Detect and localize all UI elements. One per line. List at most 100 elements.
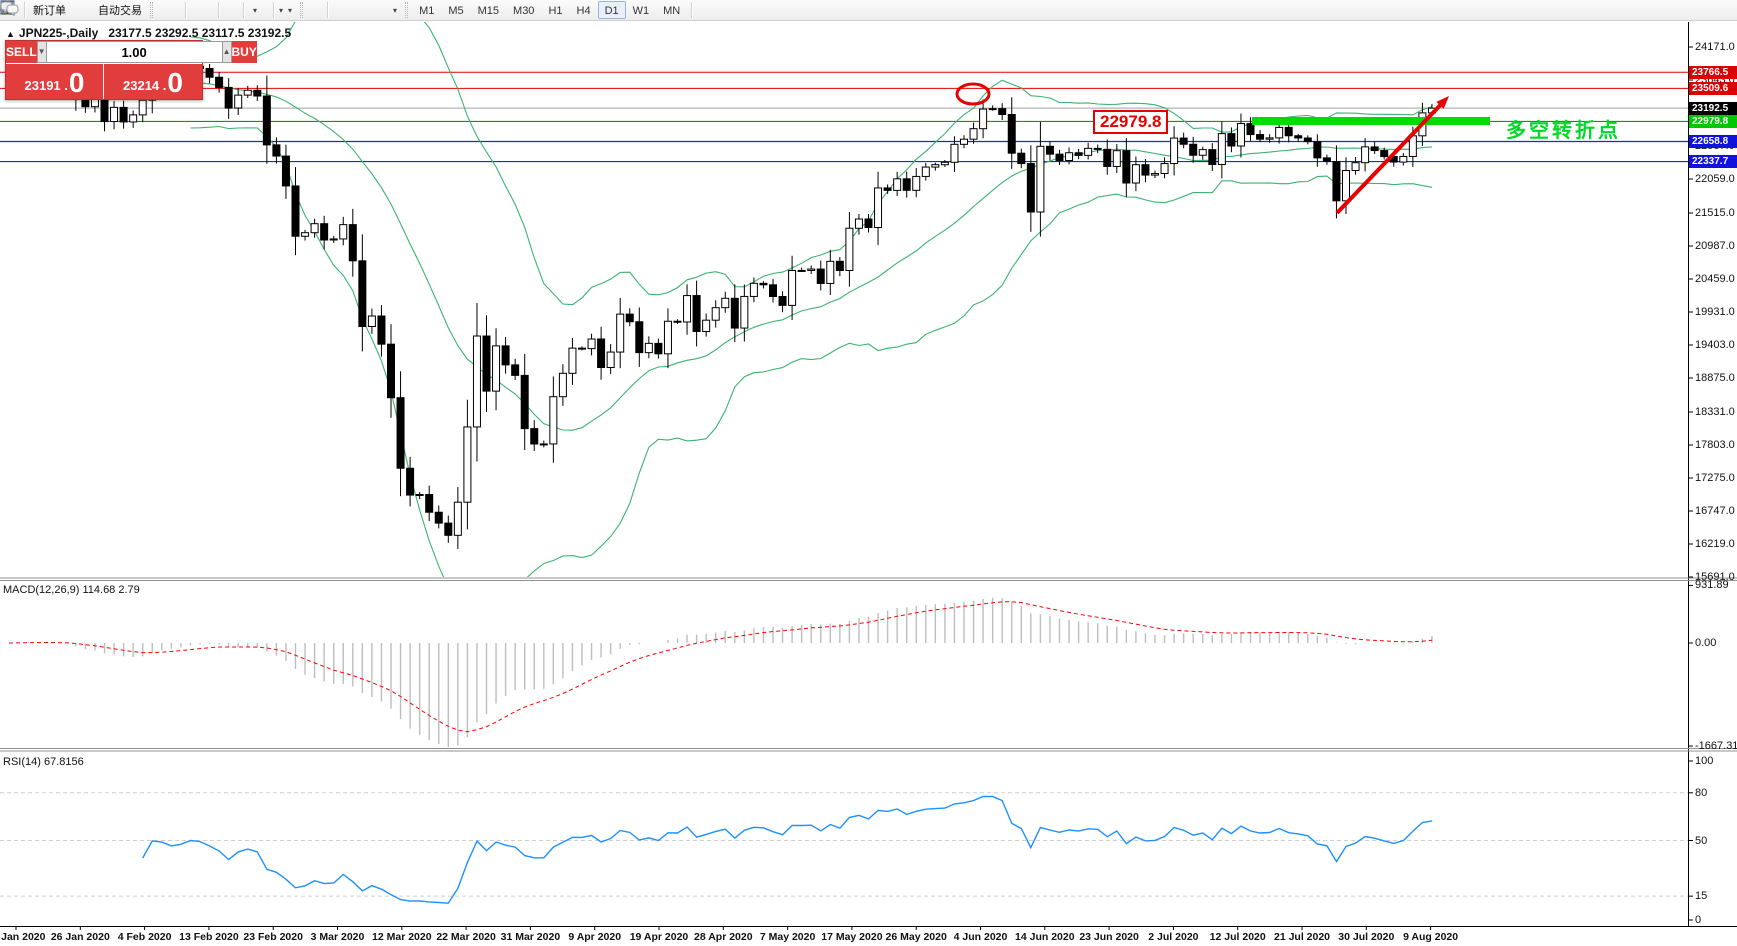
arrows-tool-button[interactable]: ▾ xyxy=(2,1,401,20)
symbol-period-label: JPN225-,Daily xyxy=(18,26,99,40)
rsi-label: RSI(14) 67.8156 xyxy=(3,756,84,768)
text-label-tool-button[interactable]: T xyxy=(0,1,388,20)
timeframe-button-h1[interactable]: H1 xyxy=(548,5,563,17)
time-tick-label: 3 Mar 2020 xyxy=(310,931,365,943)
line-chart-type-button[interactable] xyxy=(0,1,181,20)
annotation-red-ellipse[interactable] xyxy=(955,82,991,106)
candle-chart-type-button[interactable] xyxy=(1,0,173,20)
macd-signal-line xyxy=(8,601,1433,733)
price-badge: 23509.6 xyxy=(1689,81,1737,95)
templates-button[interactable]: ▾ xyxy=(0,1,296,20)
time-tick-label: 13 Feb 2020 xyxy=(179,931,239,943)
fibonacci-tool-button[interactable]: F xyxy=(0,1,372,20)
buy-button[interactable]: BUY xyxy=(231,41,257,63)
price-tick-label: 21515.0 xyxy=(1695,207,1735,219)
volume-input[interactable] xyxy=(46,41,222,63)
sell-price-display[interactable]: 23191 .0 xyxy=(6,64,104,99)
price-tick-label: 18875.0 xyxy=(1695,372,1735,384)
timeframe-button-w1[interactable]: W1 xyxy=(632,5,650,17)
periods-button[interactable] xyxy=(0,0,269,20)
volume-decrease-button[interactable]: ▼ xyxy=(36,41,47,63)
timeframe-button-m15[interactable]: M15 xyxy=(477,5,500,17)
price-tick-label: 16219.0 xyxy=(1695,538,1735,550)
trendline-tool-button[interactable] xyxy=(1,1,356,20)
collapse-arrow-icon[interactable]: ▲ xyxy=(6,29,15,39)
annotation-price-label[interactable]: 22979.8 xyxy=(1093,110,1169,134)
rsi-panel xyxy=(0,792,1688,904)
time-tick-label: 28 Apr 2020 xyxy=(694,931,753,943)
sell-price-big-digit: 0 xyxy=(68,67,85,98)
time-tick-label: 16 Jan 2020 xyxy=(0,931,46,943)
annotation-turning-point-text[interactable]: 多空转折点 xyxy=(1506,120,1621,142)
price-tick-label: 15691.0 xyxy=(1695,571,1735,583)
time-tick-label: 2 Jul 2020 xyxy=(1148,931,1199,943)
price-badge: 22979.8 xyxy=(1689,114,1737,128)
bollinger-middle-band xyxy=(190,81,1433,431)
autotrading-label: 自动交易 xyxy=(98,5,142,17)
time-tick-label: 9 Aug 2020 xyxy=(1403,931,1459,943)
time-tick-label: 21 Jul 2020 xyxy=(1273,931,1331,943)
rsi-scale-label: 15 xyxy=(1695,890,1708,903)
main-toolbar: 新订单 自动交易 xyxy=(0,0,1737,21)
time-tick-label: 4 Feb 2020 xyxy=(117,931,172,943)
sell-button[interactable]: SELL xyxy=(6,41,37,63)
time-tick-label: 22 Mar 2020 xyxy=(436,931,496,943)
zoom-out-button[interactable] xyxy=(1,1,206,20)
macd-scale-label: 931.89 xyxy=(1695,579,1729,592)
metaeditor-button[interactable] xyxy=(0,0,78,20)
hline-tool-button[interactable] xyxy=(0,1,348,20)
price-tick-label: 20459.0 xyxy=(1695,273,1735,285)
price-tick-label: 19931.0 xyxy=(1695,306,1735,318)
price-tick-label: 22059.0 xyxy=(1695,173,1735,185)
macd-label: MACD(12,26,9) 114.68 2.79 xyxy=(3,584,140,596)
crosshair-button[interactable] xyxy=(0,0,323,20)
buy-price-main: 23214 . xyxy=(123,78,167,93)
annotation-green-bar[interactable] xyxy=(1252,117,1490,125)
chat-icon[interactable] xyxy=(0,0,19,16)
price-badge: 23766.5 xyxy=(1689,65,1737,79)
zoom-in-button[interactable] xyxy=(1,1,198,20)
chart-shift-button[interactable] xyxy=(1,1,239,20)
channel-tool-button[interactable]: E xyxy=(0,1,364,20)
buy-price-big-digit: 0 xyxy=(167,67,183,98)
vline-tool-button[interactable] xyxy=(6,0,340,20)
time-tick-label: 26 Jan 2020 xyxy=(50,931,110,943)
timeframe-button-d1[interactable]: D1 xyxy=(597,1,626,19)
macd-panel xyxy=(8,597,1433,747)
rsi-scale-label: 100 xyxy=(1695,755,1714,767)
new-order-button[interactable]: 新订单 xyxy=(1,0,70,20)
indicators-button[interactable]: ▾ xyxy=(0,1,261,20)
templates-caret-icon[interactable]: ▾ xyxy=(279,5,284,15)
time-tick-label: 14 Jun 2020 xyxy=(1015,931,1075,943)
time-tick-label: 23 Jun 2020 xyxy=(1079,931,1139,943)
timeframe-button-m1[interactable]: M1 xyxy=(419,5,435,17)
timeframe-button-mn[interactable]: MN xyxy=(663,5,681,17)
timeframe-group: M1 M5 M15 M30 H1 H4 D1 W1 MN xyxy=(412,1,687,19)
tile-windows-button[interactable] xyxy=(0,0,214,20)
price-tick-label: 19403.0 xyxy=(1695,339,1735,351)
rsi-scale-label: 0 xyxy=(1695,914,1702,926)
timeframe-button-h4[interactable]: H4 xyxy=(576,5,591,17)
bollinger-lower-band xyxy=(190,125,1433,577)
sell-price-main: 23191 . xyxy=(24,78,68,93)
timeframe-button-m30[interactable]: M30 xyxy=(513,5,535,17)
text-tool-button[interactable]: A xyxy=(4,1,380,20)
one-click-trade-panel: SELL ▼ ▲ BUY 23191 .0 23214 .0 xyxy=(5,40,257,100)
timeframe-button-m5[interactable]: M5 xyxy=(448,5,464,17)
buy-price-display[interactable]: 23214 .0 xyxy=(104,64,202,99)
time-tick-label: 7 May 2020 xyxy=(759,931,816,943)
bar-chart-type-button[interactable] xyxy=(1,1,165,20)
cursor-button[interactable] xyxy=(3,0,315,20)
volume-increase-button[interactable]: ▲ xyxy=(221,41,232,63)
time-tick-label: 9 Apr 2020 xyxy=(568,931,622,943)
annotation-red-arrow[interactable] xyxy=(1335,98,1447,215)
templates-caret2-icon: ▾ xyxy=(288,5,293,15)
signals-button[interactable] xyxy=(0,1,94,20)
community-button[interactable] xyxy=(0,1,86,20)
auto-scroll-button[interactable] xyxy=(1,1,231,20)
autotrading-button[interactable]: 自动交易 xyxy=(0,1,146,20)
price-badge: 22658.8 xyxy=(1689,135,1737,148)
ohlc-values: 23177.5 23292.5 23117.5 23192.5 xyxy=(108,26,292,40)
